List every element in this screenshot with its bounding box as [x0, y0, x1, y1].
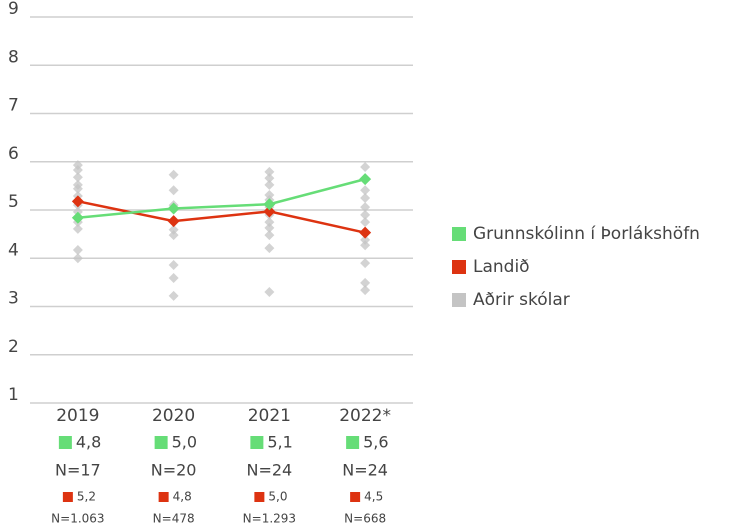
other-school-point: [360, 277, 371, 288]
legend-swatch: [452, 227, 466, 241]
label-swatch: [62, 492, 73, 502]
label-swatch: [58, 436, 72, 449]
label-swatch: [250, 436, 264, 449]
n-label: N=478: [153, 512, 195, 526]
y-tick-label: 3: [8, 289, 19, 309]
value-label: 4,8: [173, 490, 192, 504]
y-tick-label: 4: [8, 240, 19, 260]
other-school-point: [168, 260, 179, 271]
series-point: [71, 195, 84, 208]
other-school-point: [360, 234, 371, 245]
y-tick-label: 8: [8, 47, 19, 67]
series-line: [77, 177, 366, 219]
other-school-point: [72, 223, 83, 234]
other-school-point: [360, 258, 371, 269]
label-swatch: [346, 436, 360, 449]
value-label: 5,6: [363, 433, 388, 452]
other-school-point: [72, 172, 83, 183]
other-school-point: [264, 166, 275, 177]
other-school-point: [264, 243, 275, 254]
series-point: [359, 226, 372, 239]
other-school-point: [168, 290, 179, 301]
y-tick-label: 7: [8, 96, 19, 116]
label-swatch: [154, 436, 168, 449]
n-label: N=668: [344, 512, 386, 526]
series-point: [167, 202, 180, 215]
y-tick-label: 9: [8, 0, 19, 19]
n-label: N=24: [342, 461, 388, 480]
n-label: N=20: [151, 461, 197, 480]
series-point: [167, 215, 180, 228]
series-point: [263, 198, 276, 211]
other-school-point: [168, 224, 179, 235]
legend-swatch: [452, 260, 466, 274]
x-tick-label: 2022*: [339, 406, 391, 426]
other-school-point: [360, 192, 371, 203]
other-school-point: [360, 209, 371, 220]
value-label: 5,0: [172, 433, 197, 452]
other-school-point: [264, 173, 275, 184]
value-label: 4,8: [76, 433, 101, 452]
other-school-point: [264, 222, 275, 233]
value-label: 5,1: [267, 433, 292, 452]
other-school-point: [264, 230, 275, 241]
other-school-point: [360, 240, 371, 251]
other-school-point: [360, 202, 371, 213]
y-tick-label: 6: [8, 144, 19, 164]
value-label: 5,2: [77, 490, 96, 504]
legend-label: Landið: [473, 257, 530, 277]
other-school-point: [168, 185, 179, 196]
other-school-point: [72, 164, 83, 175]
other-school-point: [72, 183, 83, 194]
other-school-point: [168, 273, 179, 284]
series-line: [77, 200, 366, 234]
label-swatch: [158, 492, 169, 502]
other-school-point: [360, 285, 371, 296]
legend-label: Aðrir skólar: [473, 290, 570, 310]
other-school-point: [168, 230, 179, 241]
other-school-point: [264, 217, 275, 228]
other-school-point: [360, 185, 371, 196]
other-school-point: [72, 253, 83, 264]
other-school-point: [72, 245, 83, 256]
label-swatch: [254, 492, 265, 502]
n-label: N=17: [55, 461, 101, 480]
other-school-point: [168, 169, 179, 180]
n-label: N=1.063: [51, 512, 104, 526]
label-swatch: [350, 492, 361, 502]
series-point: [359, 173, 372, 186]
y-tick-label: 2: [8, 337, 19, 357]
other-school-point: [264, 287, 275, 298]
n-label: N=1.293: [243, 512, 296, 526]
value-label: 4,5: [364, 490, 383, 504]
other-school-point: [360, 162, 371, 173]
series-point: [71, 211, 84, 224]
y-tick-label: 5: [8, 192, 19, 212]
n-label: N=24: [247, 461, 293, 480]
value-label: 5,0: [268, 490, 287, 504]
other-school-point: [360, 217, 371, 228]
legend-label: Grunnskólinn í Þorlákshöfn: [473, 224, 700, 244]
legend-swatch: [452, 293, 466, 307]
x-tick-label: 2019: [56, 406, 99, 426]
x-tick-label: 2021: [248, 406, 291, 426]
y-tick-label: 1: [8, 385, 19, 405]
x-tick-label: 2020: [152, 406, 195, 426]
series-point: [263, 205, 276, 218]
other-school-point: [264, 179, 275, 190]
